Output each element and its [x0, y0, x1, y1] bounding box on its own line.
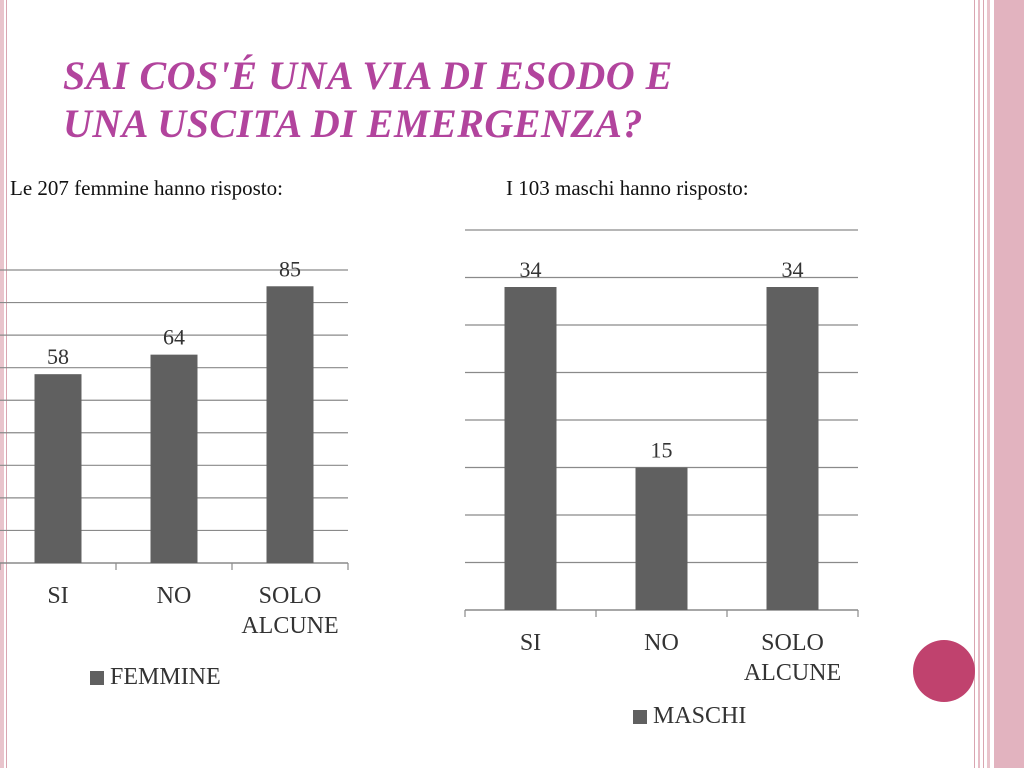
- data-label-maschi-0: 34: [520, 257, 542, 282]
- chart-femmine: 58 SI 64 NO 85 SOLO ALCUNE: [0, 256, 349, 639]
- data-label-maschi-1: 15: [651, 438, 673, 463]
- bar-maschi-1: [635, 467, 688, 610]
- chart-subtitle-femmine: Le 207 femmine hanno risposto:: [10, 176, 283, 200]
- legend-maschi: MASCHI: [633, 703, 746, 730]
- category-label-femmine-1: NO: [157, 583, 192, 609]
- category-label-femmine-2: SOLO: [259, 583, 322, 609]
- slide-title: SAI COS'É UNA VIA DI ESODO E UNA USCITA …: [63, 52, 943, 148]
- bar-maschi-2: [766, 287, 819, 610]
- bar-femmine-0: [34, 374, 82, 563]
- title-line-1: SAI COS'É UNA VIA DI ESODO E: [63, 53, 673, 98]
- legend-label-maschi: MASCHI: [653, 703, 747, 729]
- category-label-maschi-1: NO: [644, 630, 679, 656]
- accent-circle-decoration: [913, 640, 975, 702]
- bar-femmine-1: [150, 354, 198, 563]
- category-label-maschi-2: SOLO: [761, 630, 824, 656]
- data-label-femmine-0: 58: [47, 344, 69, 369]
- legend-label-femmine: FEMMINE: [110, 664, 221, 690]
- category-label-maschi-0: SI: [520, 630, 541, 656]
- legend-femmine: FEMMINE: [90, 664, 221, 691]
- data-label-femmine-1: 64: [163, 325, 185, 350]
- data-label-maschi-2: 34: [782, 257, 804, 282]
- title-line-2: UNA USCITA DI EMERGENZA?: [63, 101, 643, 146]
- legend-swatch-icon: [90, 670, 104, 685]
- bar-maschi-0: [504, 287, 557, 610]
- bar-femmine-2: [266, 286, 314, 563]
- category-label-femmine-2: ALCUNE: [241, 613, 338, 639]
- legend-swatch-icon: [633, 709, 647, 724]
- right-border-decoration: [974, 0, 1024, 768]
- left-border-decoration: [0, 0, 9, 768]
- category-label-femmine-0: SI: [47, 583, 68, 609]
- chart-subtitle-maschi: I 103 maschi hanno risposto:: [506, 176, 749, 200]
- data-label-femmine-2: 85: [279, 256, 301, 281]
- chart-maschi: 34 SI 15 NO 34 SOLO ALCUNE: [464, 229, 859, 686]
- category-label-maschi-2: ALCUNE: [744, 660, 841, 686]
